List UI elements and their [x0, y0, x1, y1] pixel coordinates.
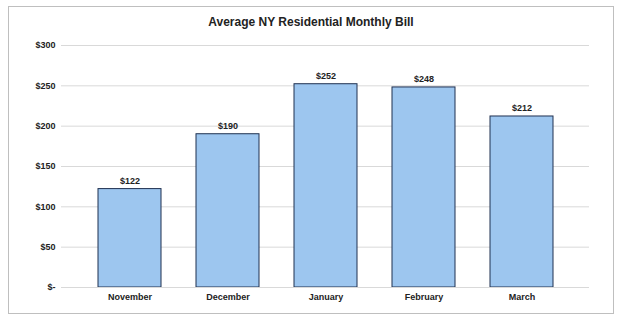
svg-text:$250: $250	[35, 81, 55, 91]
svg-text:$100: $100	[35, 202, 55, 212]
svg-text:$122: $122	[120, 176, 140, 186]
svg-text:$300: $300	[35, 40, 55, 50]
svg-text:$212: $212	[512, 103, 532, 113]
svg-text:$252: $252	[316, 71, 336, 81]
svg-text:February: February	[405, 292, 444, 302]
svg-text:$190: $190	[218, 121, 238, 131]
svg-text:November: November	[108, 292, 153, 302]
svg-text:$200: $200	[35, 121, 55, 131]
svg-text:$150: $150	[35, 161, 55, 171]
svg-text:December: December	[206, 292, 250, 302]
svg-text:$50: $50	[40, 242, 55, 252]
html-text:Average NY Residential Monthly: Average NY Residential Monthly Bill	[208, 15, 414, 29]
svg-text:$248: $248	[414, 74, 434, 84]
svg-text:$-: $-	[47, 282, 55, 292]
svg-text:January: January	[309, 292, 344, 302]
svg-text:March: March	[509, 292, 536, 302]
